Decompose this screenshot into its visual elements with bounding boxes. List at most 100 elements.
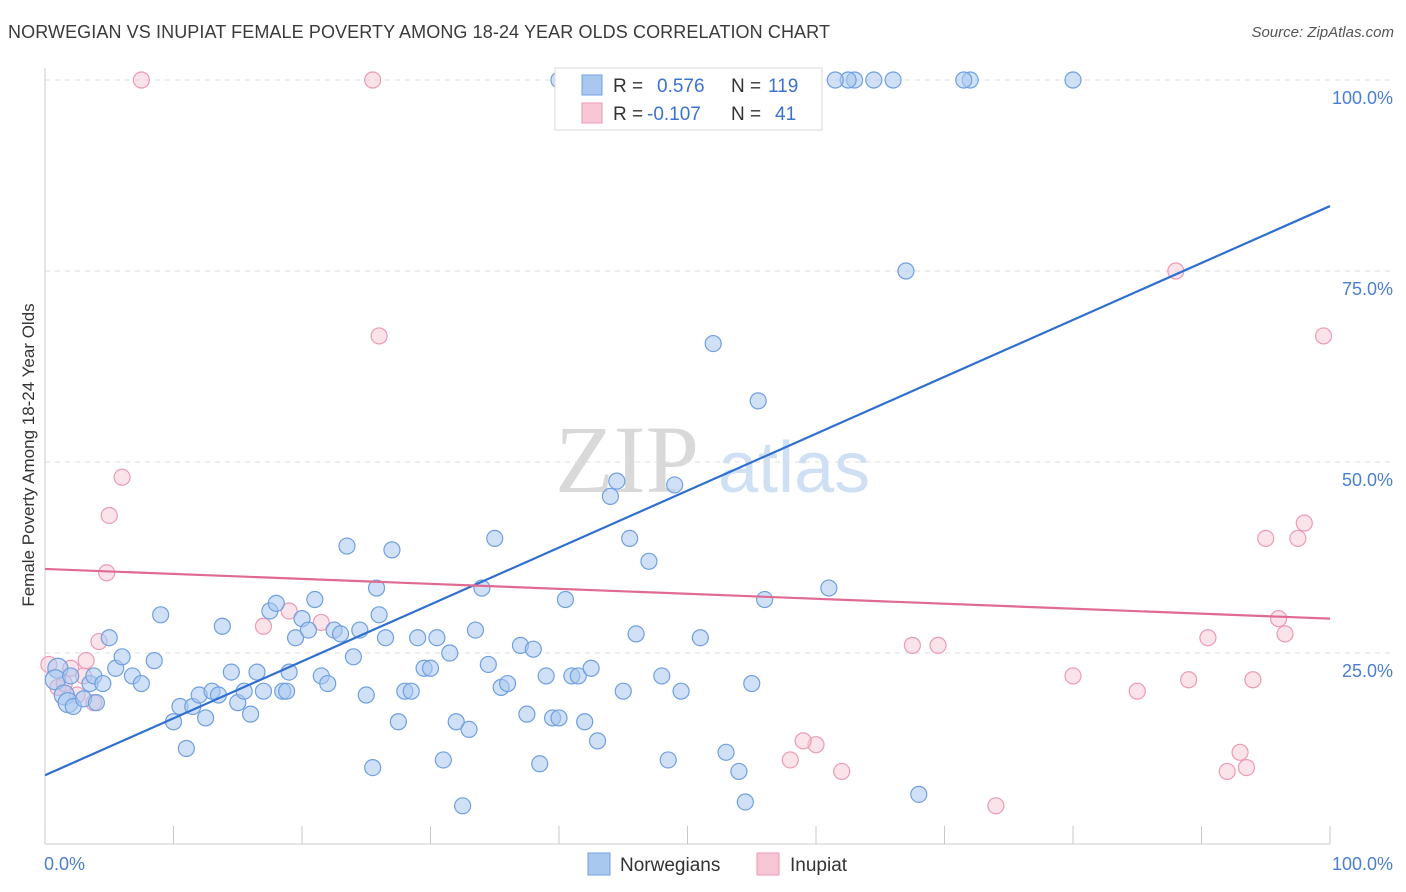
inupiat-point <box>1289 529 1307 548</box>
norwegians-point <box>736 793 754 811</box>
inupiat-point <box>781 751 799 769</box>
norwegians-trend-line <box>44 205 1331 777</box>
norwegians-point <box>672 682 690 700</box>
norwegians-point <box>582 659 600 677</box>
norwegians-point <box>383 541 401 559</box>
norwegians-point <box>614 682 632 700</box>
norwegians-point <box>87 694 106 712</box>
inupiat-points <box>40 71 1333 815</box>
norwegians-point <box>884 71 902 89</box>
inupiat-point <box>1237 758 1256 777</box>
inupiat-point <box>100 506 118 525</box>
inupiat-point <box>280 602 298 620</box>
inupiat-point <box>833 762 851 781</box>
norwegians-point <box>376 629 395 647</box>
chart-title: NORWEGIAN VS INUPIAT FEMALE POVERTY AMON… <box>8 22 831 42</box>
norwegians-point <box>743 674 761 693</box>
norwegians-point <box>460 720 478 739</box>
norwegians-point <box>331 625 350 643</box>
inupiat-point <box>1276 625 1294 643</box>
inupiat-point <box>254 617 273 635</box>
legend-r-value-2: -0.107 <box>647 104 701 125</box>
norwegians-point <box>897 262 915 280</box>
norwegians-point <box>319 674 337 693</box>
norwegians-point <box>666 476 684 494</box>
norwegians-point <box>755 590 774 609</box>
norwegians-point <box>402 682 420 700</box>
trend-lines <box>44 205 1331 777</box>
norwegians-point <box>94 674 112 693</box>
inupiat-point <box>364 71 382 89</box>
norwegians-point <box>299 621 318 639</box>
norwegians-point <box>1064 71 1082 89</box>
norwegians-point <box>717 743 735 761</box>
norwegians-point <box>955 71 973 89</box>
norwegians-point <box>601 487 620 505</box>
norwegians-point <box>152 606 170 624</box>
gridlines <box>45 79 1393 654</box>
norwegians-point <box>524 640 542 658</box>
norwegians-point <box>277 682 296 700</box>
norwegians-point <box>370 606 388 624</box>
norwegians-point <box>409 629 427 647</box>
legend: R = 0.576 N = 119 R = -0.107 N = 41 <box>554 67 823 131</box>
legend-n-value-2: 41 <box>775 104 796 125</box>
bottom-legend-inupiat: Inupiat <box>790 855 848 876</box>
legend-r-value-1: 0.576 <box>657 76 705 97</box>
norwegians-point <box>531 755 549 773</box>
norwegians-point <box>421 659 440 677</box>
norwegians-point <box>222 663 240 681</box>
norwegians-points <box>44 71 1082 815</box>
inupiat-point <box>1128 682 1146 700</box>
inupiat-point <box>77 652 95 670</box>
norwegians-point <box>367 579 386 597</box>
norwegians-point <box>113 648 131 666</box>
norwegians-point <box>499 674 517 693</box>
norwegians-point <box>640 552 658 570</box>
inupiat-point <box>1064 667 1082 685</box>
norwegians-point <box>704 334 722 353</box>
norwegians-point <box>659 751 677 769</box>
norwegians-point <box>100 629 118 647</box>
norwegians-point <box>820 579 838 597</box>
norwegians-point <box>447 713 465 731</box>
watermark-atlas: atlas <box>718 428 870 508</box>
axes <box>44 68 1331 845</box>
norwegians-point <box>177 739 195 758</box>
norwegians-point <box>550 709 568 727</box>
norwegians-point <box>197 709 215 727</box>
bottom-legend-swatch-inupiat <box>756 852 780 876</box>
inupiat-point <box>132 71 150 89</box>
norwegians-point <box>910 785 928 803</box>
legend-swatch-inupiat <box>581 102 603 124</box>
norwegians-point <box>132 674 150 693</box>
legend-n-value-1: 119 <box>768 76 798 97</box>
legend-r-label-2: R = <box>613 104 643 125</box>
norwegians-point <box>556 590 575 609</box>
inupiat-point <box>903 636 921 654</box>
y-tick-label: 25.0% <box>1342 661 1393 681</box>
inupiat-point <box>1295 514 1313 532</box>
norwegians-point <box>286 629 305 647</box>
norwegians-point <box>537 667 555 685</box>
inupiat-point <box>370 327 388 345</box>
legend-r-label-1: R = <box>613 76 643 97</box>
norwegians-point <box>588 732 607 750</box>
inupiat-point <box>1257 529 1275 548</box>
inupiat-point <box>1218 762 1236 781</box>
norwegians-point <box>608 472 626 490</box>
norwegians-point <box>254 682 273 700</box>
source-label: Source: ZipAtlas.com <box>1251 24 1394 41</box>
norwegians-point <box>627 625 645 643</box>
norwegians-point <box>357 686 375 704</box>
norwegians-point <box>267 594 285 612</box>
legend-n-label-1: N = <box>731 76 761 97</box>
norwegians-point <box>730 762 748 781</box>
inupiat-point <box>794 732 812 750</box>
norwegians-point <box>518 705 536 723</box>
norwegians-point <box>428 629 446 647</box>
y-axis-title: Female Poverty Among 18-24 Year Olds <box>19 303 38 606</box>
inupiat-point <box>1231 743 1249 761</box>
x-tick-label-0: 0.0% <box>44 854 85 874</box>
